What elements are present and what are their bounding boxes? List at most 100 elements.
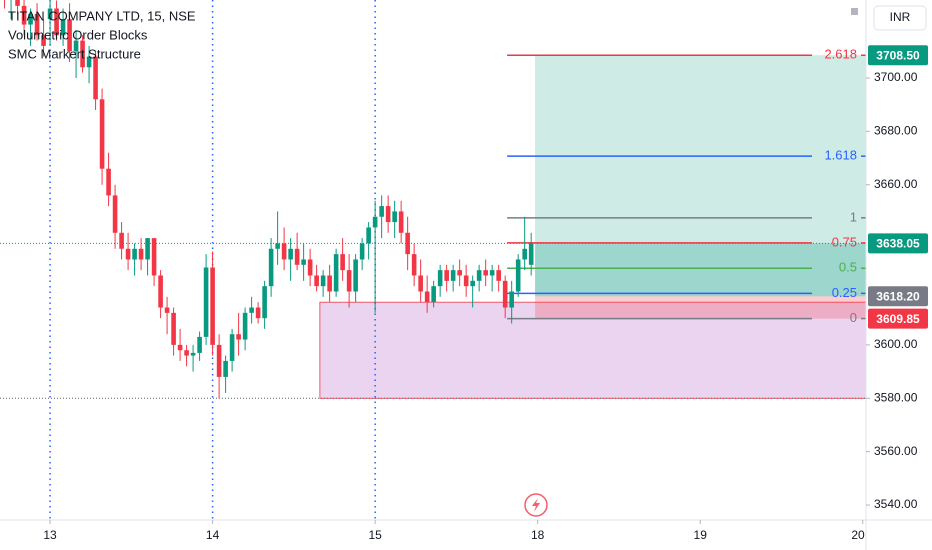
candle-body xyxy=(184,350,189,356)
x-tick-label: 15 xyxy=(368,528,382,542)
price-tag xyxy=(868,45,928,66)
replay-icon[interactable] xyxy=(524,493,548,517)
candle-body xyxy=(294,248,300,265)
x-tick-label: 19 xyxy=(694,528,708,542)
candle-body xyxy=(73,40,79,52)
candle-body xyxy=(528,243,534,265)
candle-body xyxy=(262,286,267,319)
candle-body xyxy=(340,254,345,271)
candle-body xyxy=(366,227,371,244)
x-tick-label: 14 xyxy=(206,528,220,542)
candle-body xyxy=(346,270,352,292)
candle-body xyxy=(509,291,514,308)
candle-body xyxy=(489,270,495,276)
candle-body xyxy=(223,360,228,377)
indicator-name: Volumetric Order Blocks xyxy=(8,27,148,42)
candle-body xyxy=(236,334,241,340)
candle-body xyxy=(385,206,391,223)
y-tick-label: 3600.00 xyxy=(874,337,918,351)
candle-body xyxy=(450,270,456,281)
y-tick-label: 3700.00 xyxy=(874,70,918,84)
candle-body xyxy=(106,168,111,196)
price-tag-label: 3618.20 xyxy=(876,289,920,303)
candle-body xyxy=(463,275,469,287)
candle-body xyxy=(164,307,170,313)
candle-body xyxy=(47,8,53,20)
open-profit-zone xyxy=(535,243,866,297)
price-tag xyxy=(868,308,928,329)
candle-body xyxy=(145,238,150,260)
candle-body xyxy=(288,248,293,260)
x-tick-label: 18 xyxy=(531,528,545,542)
candle-body xyxy=(60,19,66,36)
candle-body xyxy=(379,206,384,217)
candle-body xyxy=(112,195,118,233)
indicator-name: SMC Markert Structure xyxy=(8,46,141,61)
y-tick-label: 3560.00 xyxy=(874,444,918,458)
currency: INR xyxy=(890,10,911,24)
candle-body xyxy=(281,243,287,260)
candle-body xyxy=(522,248,527,260)
price-tag-label: 3638.05 xyxy=(876,236,920,250)
fib-label: 0 xyxy=(850,310,857,325)
candle-body xyxy=(190,352,196,356)
y-tick-label: 3580.00 xyxy=(874,390,918,404)
candle-body xyxy=(314,275,319,287)
candle-body xyxy=(21,5,27,25)
candle-body xyxy=(496,270,501,281)
candle-body xyxy=(437,270,443,287)
candle-body xyxy=(353,259,358,292)
candle-body xyxy=(138,248,144,260)
candle-body xyxy=(151,238,157,276)
candle-body xyxy=(54,8,59,36)
plot-area: 2.618 1.618 1 0.75 0.5 0.25 0 xyxy=(0,0,866,520)
candle-body xyxy=(41,35,46,46)
candle-body xyxy=(203,267,209,337)
candle-body xyxy=(125,248,131,260)
candle-body xyxy=(483,270,488,276)
candle-body xyxy=(359,243,365,260)
candle-body xyxy=(216,344,222,377)
candle-body xyxy=(275,243,280,249)
candle-body xyxy=(418,275,423,292)
fib-label: 0.25 xyxy=(832,285,857,300)
candle-body xyxy=(34,13,40,36)
candle-body xyxy=(158,275,163,308)
fib-label: 0.5 xyxy=(839,260,857,275)
fib-label: 2.618 xyxy=(824,47,857,62)
currency-button[interactable] xyxy=(873,5,927,31)
x-tick-label: 20 xyxy=(851,528,865,542)
candle-body xyxy=(327,275,332,292)
candle-body xyxy=(320,275,326,287)
candle-body xyxy=(171,312,176,345)
x-tick-label: 13 xyxy=(43,528,57,542)
candle-body xyxy=(444,270,449,281)
candle-body xyxy=(119,232,124,249)
axes: 3540.00 3560.00 3580.00 3600.00 3660.00 3680.… xyxy=(43,45,928,542)
candle-body xyxy=(411,254,417,276)
candle-body xyxy=(86,56,92,68)
candle-body xyxy=(15,0,20,6)
fib-label: 1 xyxy=(850,209,857,224)
candle-body xyxy=(210,267,215,345)
candle-body xyxy=(229,334,235,361)
candle-body xyxy=(476,270,482,281)
candle-body xyxy=(307,259,313,276)
candle-body xyxy=(424,291,430,303)
price-tag-label: 3609.85 xyxy=(876,312,920,326)
candle-body xyxy=(301,259,306,265)
candle-body xyxy=(457,270,462,276)
candle-body xyxy=(255,307,261,319)
y-tick-label: 3540.00 xyxy=(874,497,918,511)
candle-body xyxy=(99,99,105,169)
candle-body xyxy=(242,312,248,340)
fib-label: 1.618 xyxy=(824,148,857,163)
candle-body xyxy=(372,216,378,228)
candle-body xyxy=(249,307,254,313)
price-tag xyxy=(868,233,928,254)
candle-body xyxy=(80,40,85,68)
candle-body xyxy=(132,248,137,260)
settings-icon[interactable] xyxy=(851,8,858,15)
candle-body xyxy=(67,19,72,52)
